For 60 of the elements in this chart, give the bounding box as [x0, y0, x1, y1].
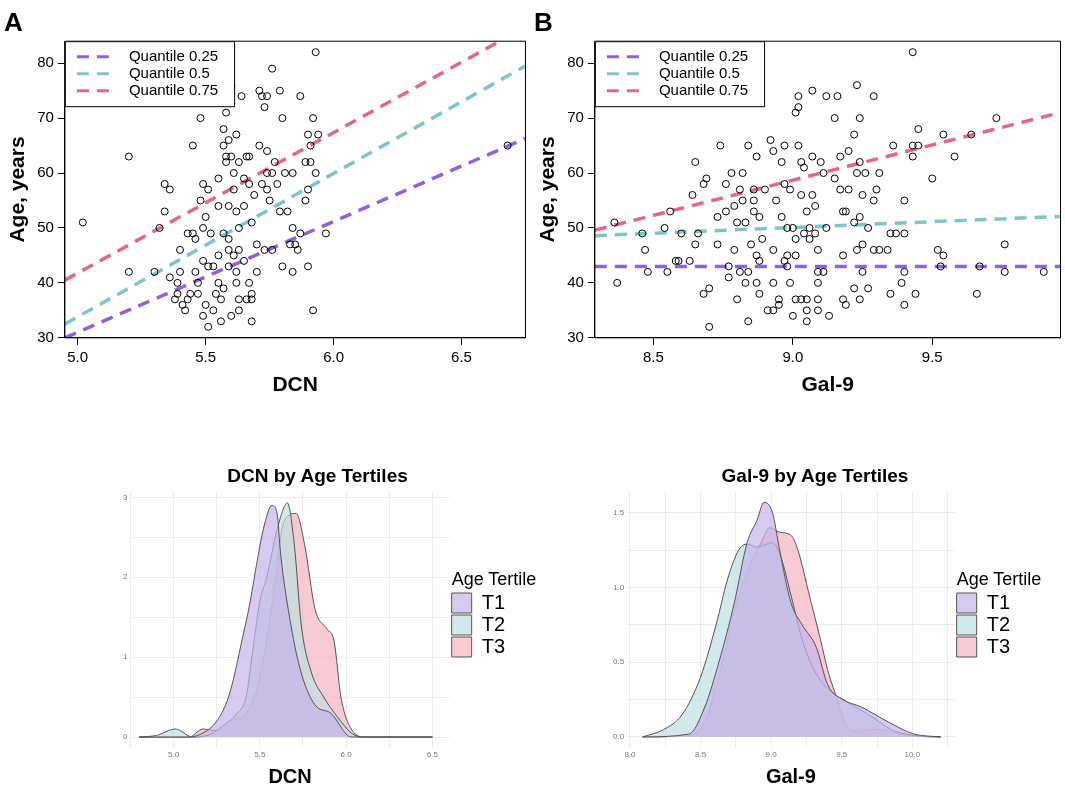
chart-title: DCN by Age Tertiles [227, 464, 408, 486]
y-tick-label: 40 [567, 273, 584, 291]
x-tick-label: 10.0 [904, 750, 921, 760]
y-tick-label: 2 [123, 572, 128, 582]
legend-label: Quantile 0.25 [658, 46, 749, 64]
legend-title: Age Tertile [956, 568, 1042, 589]
legend-label: T2 [481, 612, 505, 635]
x-tick-label: 6.0 [323, 347, 345, 365]
legend-label: Quantile 0.5 [658, 63, 740, 81]
x-axis-title: Gal-9 [765, 764, 816, 787]
legend-label: T1 [481, 590, 505, 613]
x-tick-label: 6.5 [451, 347, 472, 365]
y-tick-label: 40 [37, 273, 54, 291]
legend-label: T3 [986, 634, 1010, 657]
x-tick-label: 9.5 [921, 347, 943, 365]
x-tick-label: 8.5 [643, 347, 664, 365]
y-tick-label: 1 [123, 652, 128, 662]
y-tick-label: 50 [567, 218, 584, 236]
legend-label: Quantile 0.5 [128, 63, 210, 81]
x-axis-title: Gal-9 [801, 372, 854, 396]
y-tick-label: 1.5 [613, 507, 625, 517]
y-tick-label: 0.0 [613, 732, 625, 742]
y-tick-label: 70 [567, 108, 584, 126]
x-tick-label: 5.0 [168, 750, 180, 760]
legend-label: Quantile 0.25 [128, 46, 219, 64]
legend-label: T1 [986, 590, 1010, 613]
x-tick-label: 8.5 [694, 750, 707, 760]
y-tick-label: 70 [37, 108, 54, 126]
y-axis-title: Age, years [5, 136, 29, 243]
y-tick-label: 0 [123, 732, 128, 742]
chart-title: B [534, 6, 553, 37]
x-tick-label: 6.5 [426, 750, 439, 760]
y-tick-label: 3 [123, 492, 128, 502]
y-tick-label: 1.0 [613, 582, 625, 592]
x-tick-label: 8.0 [624, 750, 637, 760]
legend-label: Quantile 0.75 [128, 80, 219, 98]
x-tick-label: 9.5 [836, 750, 848, 760]
x-tick-label: 9.0 [782, 347, 804, 365]
y-tick-label: 50 [37, 218, 54, 236]
y-tick-label: 30 [37, 327, 54, 345]
chart-title: Gal-9 by Age Tertiles [721, 464, 909, 486]
y-tick-label: 80 [37, 53, 54, 71]
x-tick-label: 5.0 [67, 347, 89, 365]
y-tick-label: 60 [567, 163, 584, 181]
y-axis-title: Age, years [535, 136, 559, 243]
legend-label: T2 [986, 612, 1010, 635]
legend-label: T3 [481, 634, 505, 657]
x-tick-label: 5.5 [254, 750, 266, 760]
y-tick-label: 60 [37, 163, 54, 181]
x-axis-title: DCN [272, 372, 318, 396]
x-tick-label: 6.0 [340, 750, 353, 760]
y-tick-label: 0.5 [613, 657, 625, 667]
y-tick-label: 30 [567, 327, 584, 345]
chart-title: A [4, 6, 23, 37]
legend-label: Quantile 0.75 [658, 80, 749, 98]
legend-title: Age Tertile [451, 568, 537, 589]
x-tick-label: 9.0 [765, 750, 778, 760]
x-axis-title: DCN [268, 764, 312, 787]
x-tick-label: 5.5 [195, 347, 217, 365]
y-tick-label: 80 [567, 53, 584, 71]
